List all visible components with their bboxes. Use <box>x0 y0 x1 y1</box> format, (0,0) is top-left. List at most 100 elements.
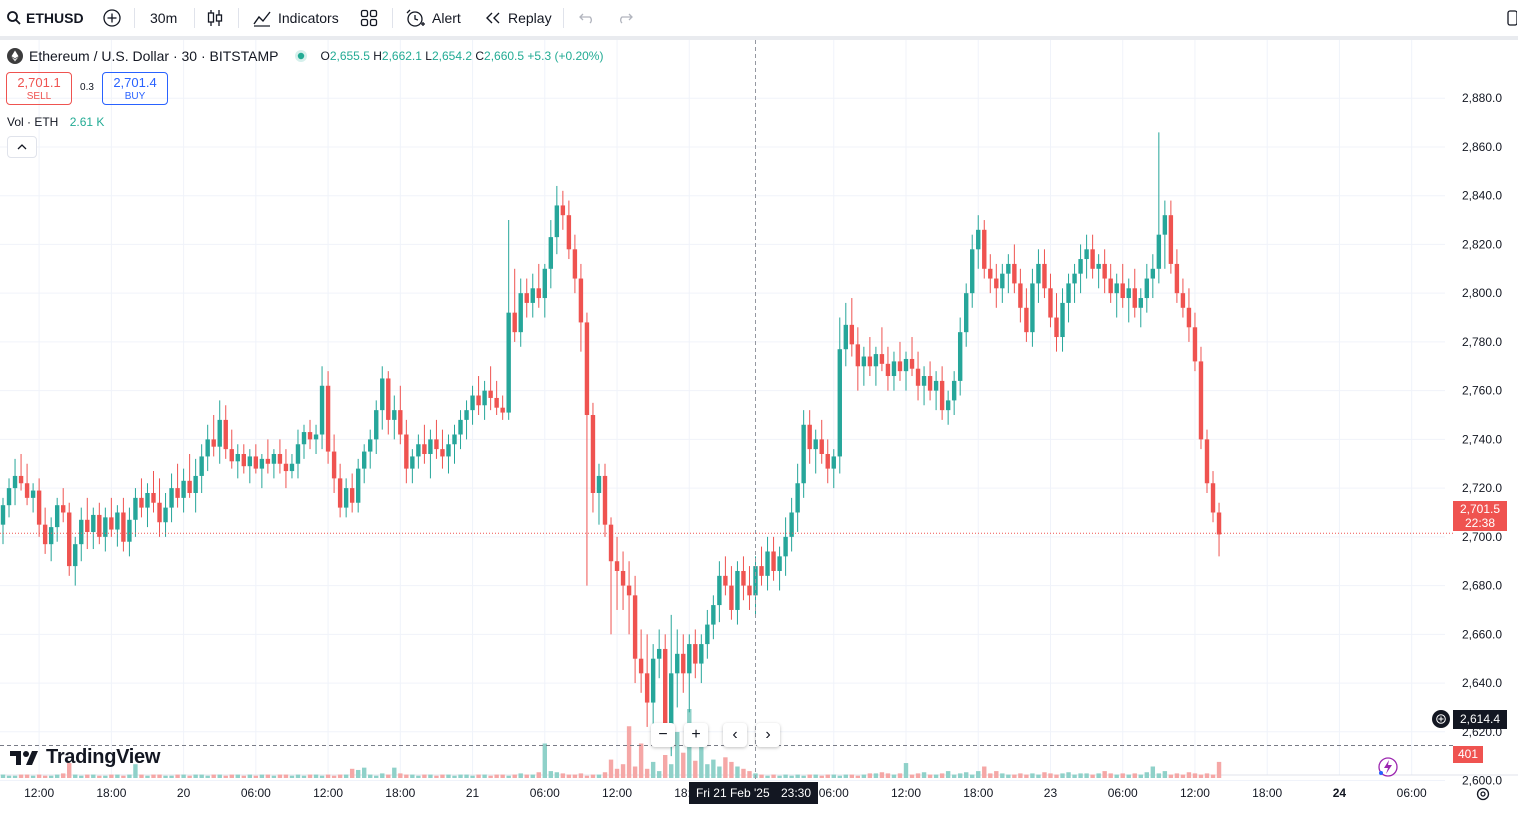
volume-bar <box>368 774 373 778</box>
candle-body <box>1036 263 1041 284</box>
volume-bar <box>392 767 397 778</box>
volume-bar <box>1024 774 1029 778</box>
candle <box>1174 249 1180 303</box>
candle-body <box>133 497 138 520</box>
candle <box>1108 263 1113 303</box>
candle <box>566 200 572 260</box>
price-tick-label: 2,640.0 <box>1462 676 1502 690</box>
chart-type-button[interactable] <box>206 0 224 36</box>
volume-bar <box>374 775 379 778</box>
symbol-title[interactable]: Ethereum / U.S. Dollar · 30 · BITSTAMP <box>29 48 279 64</box>
price-axis[interactable]: 2,880.0 2,860.0 2,840.0 2,820.0 2,800.0 2,780… <box>1462 91 1502 787</box>
candle <box>1036 249 1041 303</box>
sell-button[interactable]: 2,701.1 SELL <box>6 72 72 105</box>
volume-bar <box>446 774 451 778</box>
volume-bar <box>121 775 126 778</box>
candle <box>1024 288 1029 342</box>
candle-body <box>374 410 379 440</box>
compare-symbol-button[interactable] <box>102 0 122 36</box>
price-tick-label: 2,880.0 <box>1462 91 1502 105</box>
candle <box>115 505 120 547</box>
replay-button[interactable]: Replay <box>484 0 552 36</box>
candle <box>596 463 602 525</box>
candle-body <box>169 488 174 508</box>
tradingview-logo-icon <box>10 750 38 765</box>
toolbar-divider <box>563 8 564 28</box>
candle <box>386 371 391 435</box>
collapse-legend-button[interactable] <box>7 136 37 158</box>
indicators-button[interactable]: Indicators <box>252 0 339 36</box>
volume-bar <box>1090 774 1095 778</box>
chart-settings-button[interactable] <box>1474 785 1492 803</box>
candle <box>885 346 891 391</box>
volume-bar <box>976 771 981 778</box>
candle <box>289 454 295 479</box>
tradingview-logo[interactable]: TradingView <box>10 746 160 769</box>
candle-body <box>91 514 96 532</box>
candle <box>675 629 680 708</box>
candle <box>921 366 927 406</box>
volume-bar <box>843 774 848 778</box>
candle-body <box>681 653 686 674</box>
candle <box>1114 273 1119 318</box>
candle <box>789 497 794 552</box>
candle <box>542 263 547 318</box>
candle <box>741 556 746 601</box>
time-tick-label: 18:00 <box>385 786 415 800</box>
scroll-left-button[interactable]: ‹ <box>723 723 747 747</box>
volume-bar <box>193 774 198 778</box>
volume-bar <box>1042 772 1047 778</box>
symbol-search[interactable]: ETHUSD <box>6 0 84 36</box>
candle-body <box>145 492 150 508</box>
scroll-right-button[interactable]: › <box>756 723 780 747</box>
candle-body <box>247 456 253 467</box>
candle-body <box>301 432 307 445</box>
candle-body <box>464 410 469 420</box>
add-alert-button[interactable] <box>1432 710 1450 728</box>
candle <box>48 517 54 562</box>
chart-legend: Ethereum / U.S. Dollar · 30 · BITSTAMP O… <box>7 48 603 64</box>
volume-bar <box>903 763 909 778</box>
candle <box>506 220 511 420</box>
undo-button[interactable] <box>578 0 596 36</box>
volume-bar <box>885 773 891 778</box>
candle-body <box>578 278 584 323</box>
candle-body <box>307 432 313 440</box>
volume-bar <box>542 743 547 778</box>
volume-bar <box>24 774 30 778</box>
buy-button[interactable]: 2,701.4 BUY <box>102 72 168 105</box>
candle-body <box>945 400 951 411</box>
price-tick-label: 2,760.0 <box>1462 384 1502 398</box>
volume-bar <box>211 774 216 778</box>
market-open-icon[interactable] <box>294 49 308 63</box>
price-chart[interactable]: 2,880.0 2,860.0 2,840.0 2,820.0 2,800.0 2,780… <box>0 40 1518 815</box>
redo-button[interactable] <box>616 0 634 36</box>
volume-bar <box>295 774 301 778</box>
volume-bar <box>1162 771 1168 778</box>
candle <box>133 488 138 537</box>
volume-bar <box>988 773 993 778</box>
alert-button[interactable]: Alert <box>404 0 461 36</box>
zoom-out-button[interactable]: − <box>651 723 675 747</box>
candle-body <box>711 605 716 625</box>
fullscreen-button[interactable] <box>1505 0 1517 36</box>
candle <box>6 478 12 518</box>
candle-body <box>861 356 867 367</box>
candle-body <box>446 444 451 457</box>
volume-bar <box>506 775 511 778</box>
time-tick-label: 12:00 <box>1180 786 1210 800</box>
quick-action-button[interactable] <box>1376 756 1398 778</box>
candle-body <box>163 507 168 523</box>
candle <box>247 449 253 484</box>
layouts-button[interactable] <box>360 0 378 36</box>
candle <box>1012 244 1017 294</box>
volume-bar <box>289 775 295 778</box>
candle <box>380 366 385 430</box>
zoom-in-button[interactable]: + <box>684 723 708 747</box>
candle <box>524 278 529 318</box>
candle-body <box>921 376 927 386</box>
candle <box>1198 346 1204 450</box>
volume-bar <box>73 774 78 778</box>
time-axis[interactable]: 12:00 18:00 20 06:00 12:00 18:00 21 06:00 12:00 1… <box>24 786 1427 800</box>
interval-button[interactable]: 30m <box>150 10 178 26</box>
